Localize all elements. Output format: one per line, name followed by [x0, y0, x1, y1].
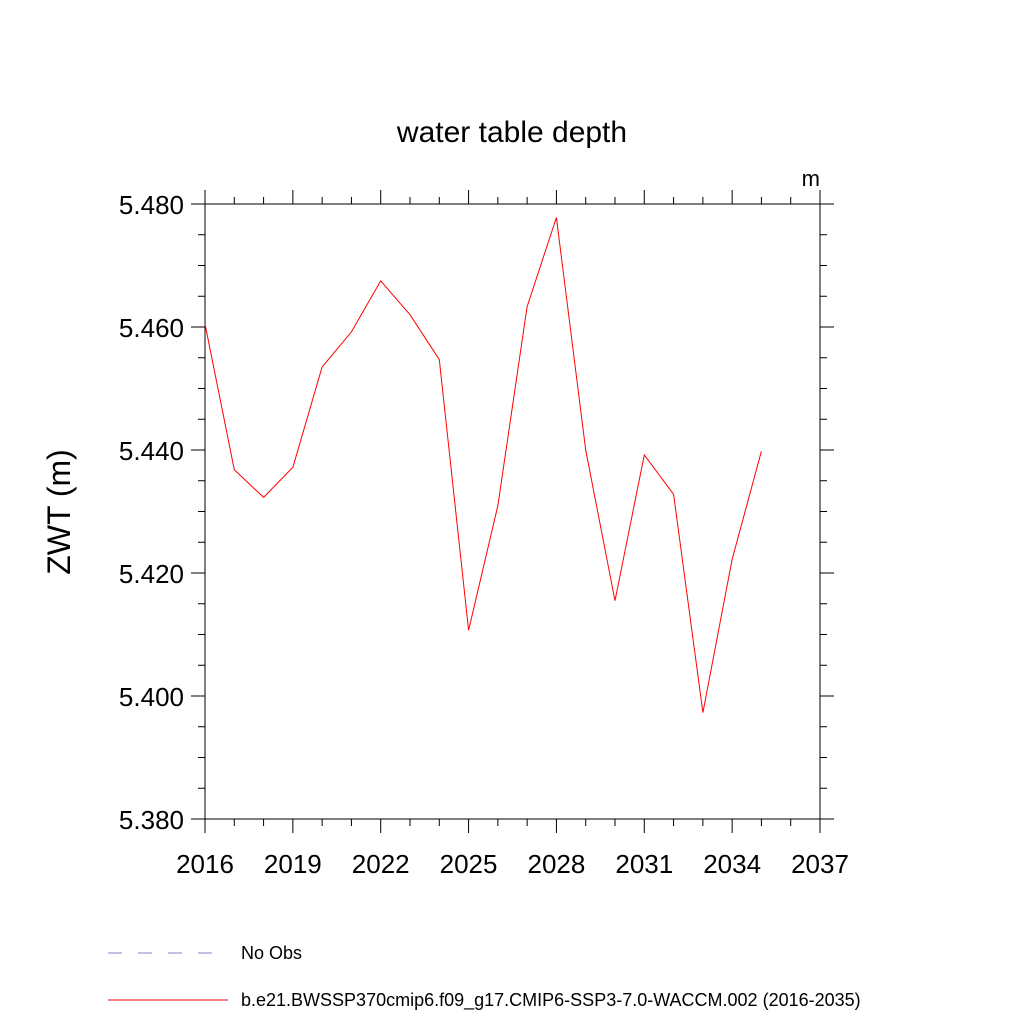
y-tick-label: 5.420: [119, 559, 184, 589]
y-tick-label: 5.460: [119, 313, 184, 343]
y-tick-label: 5.380: [119, 805, 184, 835]
x-tick-label: 2022: [352, 849, 410, 879]
x-tick-label: 2019: [264, 849, 322, 879]
y-axis-label: ZWT (m): [41, 449, 77, 575]
x-tick-label: 2025: [440, 849, 498, 879]
x-tick-label: 2016: [176, 849, 234, 879]
legend-label-no-obs: No Obs: [241, 943, 302, 963]
units-label: m: [802, 166, 820, 191]
x-tick-label: 2037: [791, 849, 849, 879]
tick-labels: 2016 2019 2022 2025 2028 2031 2034 2037 5.380 5.4…: [119, 190, 849, 879]
chart-title: water table depth: [396, 116, 627, 149]
plot-frame: [204, 203, 821, 820]
x-tick-label: 2031: [615, 849, 673, 879]
x-tick-label: 2028: [528, 849, 586, 879]
y-tick-label: 5.440: [119, 436, 184, 466]
x-tick-label: 2034: [703, 849, 761, 879]
legend-label-model: b.e21.BWSSP370cmip6.f09_g17.CMIP6-SSP3-7…: [241, 990, 861, 1011]
legend: No Obs b.e21.BWSSP370cmip6.f09_g17.CMIP6…: [108, 943, 861, 1011]
y-tick-label: 5.400: [119, 682, 184, 712]
y-tick-label: 5.480: [119, 190, 184, 220]
series-line: [204, 217, 762, 713]
axis-ticks: [191, 190, 834, 833]
